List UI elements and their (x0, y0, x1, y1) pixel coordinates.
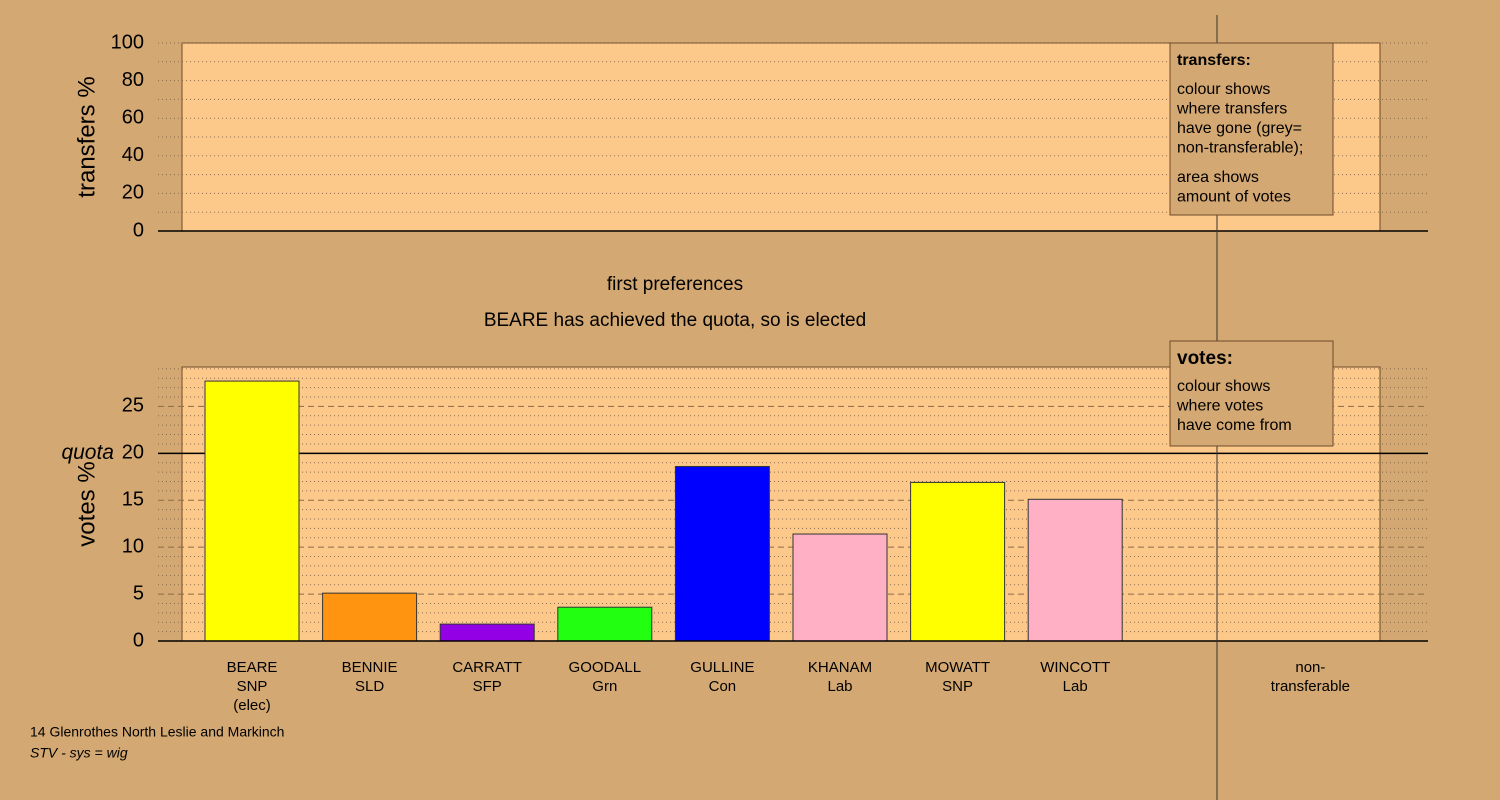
note-text: where votes (1176, 398, 1263, 415)
bar (204, 380, 300, 642)
chart-title: first preferences (607, 274, 743, 295)
x-tick-label: BENNIE (342, 659, 398, 676)
chart-subtitle: BEARE has achieved the quota, so is elec… (484, 310, 866, 331)
x-tick-label: non- (1295, 659, 1325, 676)
y-tick-label: 15 (122, 489, 144, 511)
x-tick-label: WINCOTT (1040, 659, 1110, 676)
note-box (1169, 340, 1334, 447)
note-text: have gone (grey= (1177, 120, 1302, 137)
y-axis-title: votes % (73, 461, 100, 546)
bar (439, 623, 535, 642)
note-title: votes: (1177, 348, 1233, 369)
x-tick-label: Lab (827, 678, 852, 695)
y-tick-label: 10 (122, 535, 144, 557)
y-tick-label: 100 (111, 31, 144, 53)
note-text: area shows (1177, 169, 1259, 186)
x-tick-label: SNP (942, 678, 973, 695)
x-tick-label: Lab (1063, 678, 1088, 695)
note-title: transfers: (1177, 52, 1251, 69)
x-tick-label: SNP (237, 678, 268, 695)
bar (792, 533, 888, 642)
note-box (1169, 42, 1334, 216)
y-tick-label: 0 (133, 219, 144, 241)
bar (322, 592, 418, 642)
note-text: colour shows (1177, 378, 1270, 395)
x-tick-label: SFP (473, 678, 502, 695)
footer: STV - sys = wig (30, 745, 128, 761)
bar (1027, 498, 1123, 642)
y-tick-label: 60 (122, 106, 144, 128)
note-text: have come from (1177, 417, 1292, 434)
y-tick-label: 20 (122, 182, 144, 204)
x-tick-label: Con (709, 678, 737, 695)
y-tick-label: 20 (122, 442, 144, 464)
y-tick-label: 25 (122, 395, 144, 417)
y-axis-title: transfers % (73, 76, 100, 197)
y-tick-label: 0 (133, 629, 144, 651)
x-tick-label: (elec) (233, 697, 271, 714)
bar (910, 481, 1006, 642)
y-tick-label: 40 (122, 144, 144, 166)
bar (674, 465, 770, 642)
x-tick-label: BEARE (227, 659, 278, 676)
x-tick-label: SLD (355, 678, 384, 695)
quota-label: quota (61, 441, 114, 464)
x-tick-label: CARRATT (452, 659, 522, 676)
x-tick-label: GOODALL (569, 659, 642, 676)
note-text: colour shows (1177, 81, 1270, 98)
x-tick-label: KHANAM (808, 659, 872, 676)
x-tick-label: MOWATT (925, 659, 990, 676)
note-text: where transfers (1176, 101, 1287, 118)
x-tick-label: transferable (1271, 678, 1350, 695)
note-text: non-transferable); (1177, 140, 1303, 157)
x-tick-label: Grn (592, 678, 617, 695)
note-text: amount of votes (1177, 189, 1291, 206)
bar (557, 606, 653, 642)
y-tick-label: 80 (122, 69, 144, 91)
x-tick-label: GULLINE (690, 659, 754, 676)
y-tick-label: 5 (133, 582, 144, 604)
footer: 14 Glenrothes North Leslie and Markinch (30, 724, 284, 740)
